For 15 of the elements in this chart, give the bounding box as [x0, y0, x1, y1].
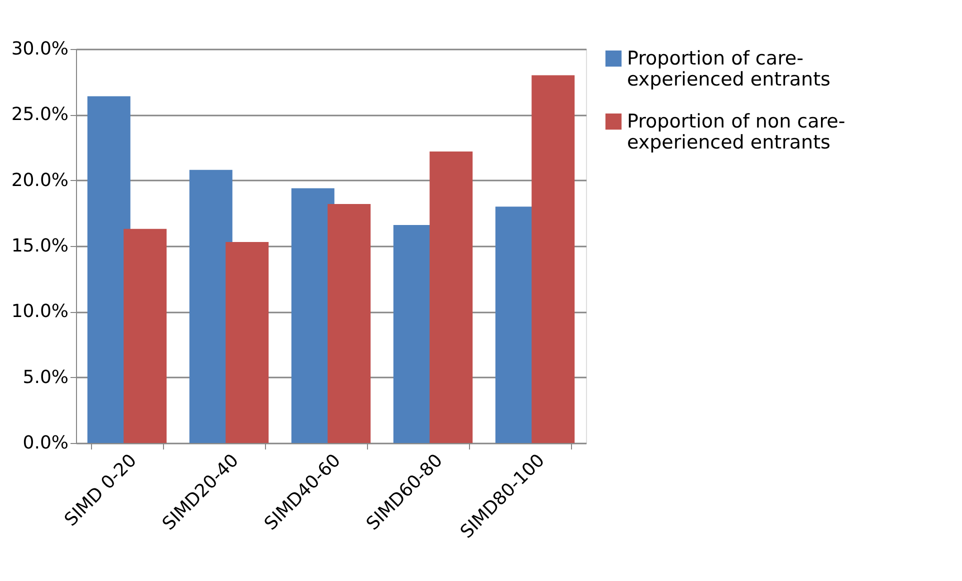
bar: [124, 228, 167, 443]
y-tick-label: 30.0%: [11, 38, 68, 60]
y-tick-label: 5.0%: [22, 366, 68, 388]
bar: [226, 242, 269, 443]
legend-label: Proportion of care-experienced entrants: [627, 48, 830, 90]
legend-label: Proportion of non care-experienced entrants: [627, 110, 846, 154]
bar: [430, 151, 473, 443]
bar: [87, 96, 130, 443]
y-tick-label: 25.0%: [11, 104, 68, 126]
bar: [532, 75, 575, 443]
y-tick-label: 15.0%: [11, 236, 68, 256]
bar: [328, 204, 371, 443]
y-tick-label: 20.0%: [11, 170, 68, 191]
y-tick-label: 10.0%: [11, 301, 68, 322]
y-tick-label: 0.0%: [22, 432, 68, 454]
